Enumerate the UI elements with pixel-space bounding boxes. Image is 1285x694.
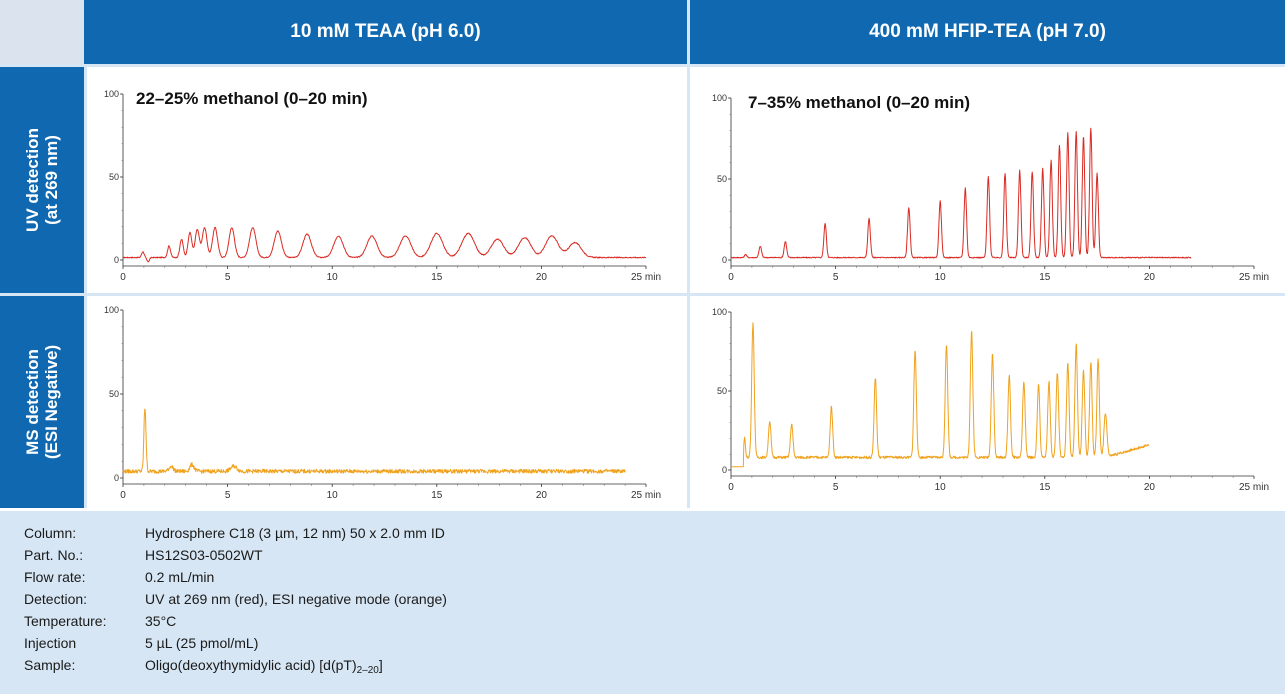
x-tick-label: 20 <box>1144 482 1156 493</box>
info-value: 35°C <box>145 613 177 629</box>
x-tick-label: 10 <box>935 482 947 493</box>
ms-hfip-trace <box>732 322 1150 468</box>
info-value: UV at 269 nm (red), ESI negative mode (o… <box>145 591 447 607</box>
y-tick-label: 0 <box>722 465 727 475</box>
info-label: Injection <box>24 635 77 651</box>
info-value: 0.2 mL/min <box>145 569 215 585</box>
x-tick-label: 15 <box>431 272 443 283</box>
x-tick-label: 5 <box>833 272 839 283</box>
chart-title: 22–25% methanol (0–20 min) <box>136 89 367 108</box>
y-tick-label: 50 <box>717 386 727 396</box>
chart-title: 7–35% methanol (0–20 min) <box>748 93 970 112</box>
x-tick-label: 25 min <box>1239 272 1269 283</box>
info-value: HS12S03-0502WT <box>145 547 263 563</box>
x-tick-label: 10 <box>327 490 339 501</box>
y-tick-label: 0 <box>114 255 119 265</box>
y-tick-label: 100 <box>712 93 727 103</box>
column-header-hfip: 400 mM HFIP-TEA (pH 7.0) <box>690 0 1285 64</box>
info-value: 5 µL (25 pmol/mL) <box>145 635 259 651</box>
x-tick-label: 10 <box>935 272 947 283</box>
y-tick-label: 50 <box>109 389 119 399</box>
header-corner <box>0 0 84 64</box>
x-tick-label: 5 <box>225 272 231 283</box>
y-tick-label: 0 <box>114 473 119 483</box>
x-tick-label: 10 <box>327 272 339 283</box>
y-tick-label: 100 <box>104 305 119 315</box>
x-tick-label: 20 <box>536 272 548 283</box>
x-tick-label: 15 <box>1039 482 1051 493</box>
method-conditions: Column: Hydrosphere C18 (3 µm, 12 nm) 50 … <box>0 511 1285 694</box>
info-label: Sample: <box>24 657 76 673</box>
y-tick-label: 0 <box>722 255 727 265</box>
row-header-uv: UV detection (at 269 nm) <box>0 67 84 293</box>
info-label: Column: <box>24 525 77 541</box>
info-label: Flow rate: <box>24 569 86 585</box>
y-tick-label: 50 <box>717 174 727 184</box>
info-label: Temperature: <box>24 613 107 629</box>
panel-ms-hfip <box>690 296 1285 508</box>
x-tick-label: 20 <box>536 490 548 501</box>
info-subscript: 2–20 <box>356 665 379 676</box>
info-value: Oligo(deoxythymidylic acid) [d(pT) <box>145 657 357 673</box>
info-label: Detection: <box>24 591 88 607</box>
info-suffix: ] <box>378 657 383 673</box>
y-tick-label: 100 <box>712 307 727 317</box>
x-tick-label: 5 <box>833 482 839 493</box>
x-tick-label: 25 min <box>631 490 661 501</box>
info-value: Hydrosphere C18 (3 µm, 12 nm) 50 x 2.0 m… <box>145 525 445 541</box>
x-tick-label: 0 <box>120 490 126 501</box>
x-tick-label: 25 min <box>631 272 661 283</box>
x-tick-label: 15 <box>431 490 443 501</box>
y-tick-label: 50 <box>109 172 119 182</box>
x-tick-label: 5 <box>225 490 231 501</box>
x-tick-label: 0 <box>728 272 734 283</box>
x-tick-label: 0 <box>120 272 126 283</box>
x-tick-label: 25 min <box>1239 482 1269 493</box>
ms-teaa-trace <box>122 408 626 474</box>
info-label: Part. No.: <box>24 547 84 563</box>
x-tick-label: 0 <box>728 482 734 493</box>
x-tick-label: 15 <box>1039 272 1051 283</box>
x-tick-label: 20 <box>1144 272 1156 283</box>
uv-hfip-trace <box>730 127 1192 259</box>
row-header-ms: MS detection (ESI Negative) <box>0 296 84 508</box>
y-tick-label: 100 <box>104 89 119 99</box>
column-header-teaa: 10 mM TEAA (pH 6.0) <box>84 0 687 64</box>
uv-teaa-trace <box>122 226 647 263</box>
